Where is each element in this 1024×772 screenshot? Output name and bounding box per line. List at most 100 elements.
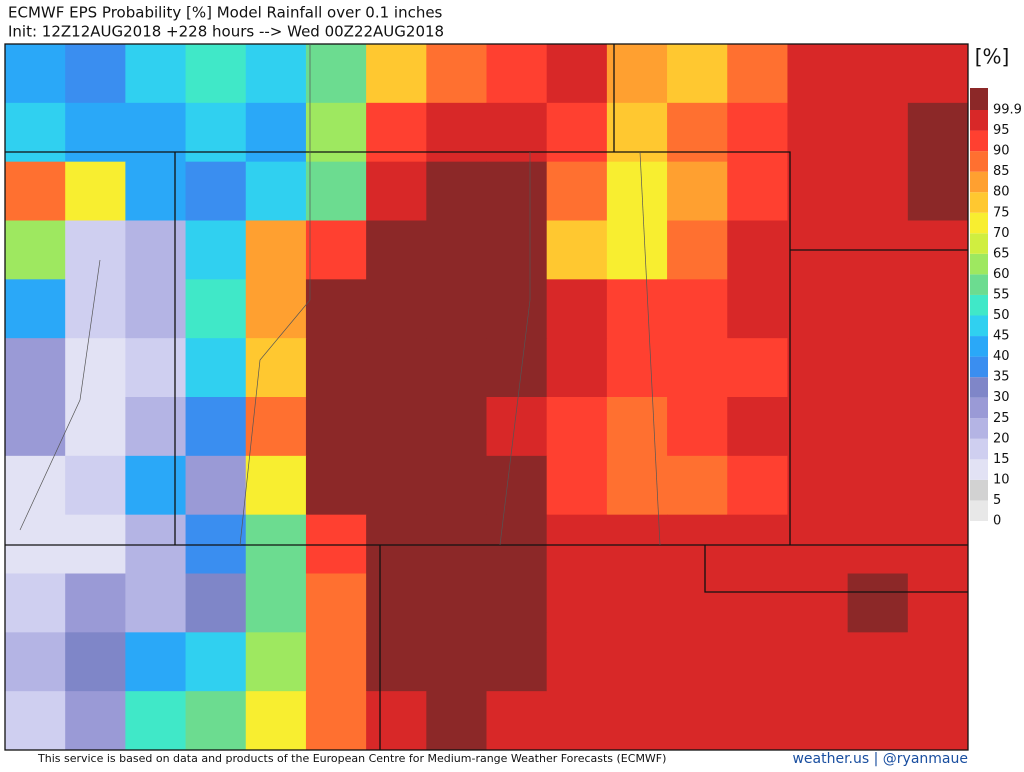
grid-cell xyxy=(125,632,187,692)
grid-cell xyxy=(65,44,126,104)
grid-cell xyxy=(847,161,909,221)
colorbar-segment xyxy=(970,212,988,234)
grid-cell xyxy=(5,161,66,221)
grid-cell xyxy=(787,455,849,516)
grid-cell xyxy=(426,514,487,574)
grid-cell xyxy=(667,220,728,280)
grid-cell xyxy=(366,397,427,457)
colorbar-tick-label: 20 xyxy=(993,431,1010,446)
grid-cell xyxy=(5,220,66,280)
colorbar-segment xyxy=(970,192,988,213)
grid-cell xyxy=(486,102,548,163)
grid-cell xyxy=(787,632,849,692)
grid-cell xyxy=(245,397,307,457)
grid-cell xyxy=(245,220,307,280)
colorbar-tick-label: 65 xyxy=(993,246,1010,261)
grid-cell xyxy=(366,161,427,221)
grid-cell xyxy=(125,455,187,516)
grid-cell xyxy=(667,573,728,633)
grid-cell xyxy=(787,338,849,398)
grid-cell xyxy=(366,632,427,692)
colorbar-segment xyxy=(970,479,988,501)
grid-cell xyxy=(847,573,909,633)
grid-cell xyxy=(847,397,909,457)
grid-cell xyxy=(305,161,367,221)
grid-cell xyxy=(65,573,126,633)
state-borders xyxy=(4,43,969,751)
grid-cell xyxy=(667,161,728,221)
colorbar-segment xyxy=(970,171,988,193)
grid-cell xyxy=(667,102,728,163)
colorbar-tick-label: 0 xyxy=(993,514,1001,529)
colorbar-segment xyxy=(970,294,988,316)
colorbar-tick-label: 50 xyxy=(993,308,1010,323)
grid-cell xyxy=(305,44,367,104)
grid-cell xyxy=(5,397,66,457)
grid-cell xyxy=(667,338,728,398)
grid-cell xyxy=(667,632,728,692)
grid-cell xyxy=(305,397,367,457)
grid-cell xyxy=(185,161,247,221)
grid-cell xyxy=(366,44,427,104)
grid-cell xyxy=(787,102,849,163)
grid-cell xyxy=(486,279,548,339)
grid-cell xyxy=(787,397,849,457)
grid-cell xyxy=(185,338,247,398)
colorbar-segment xyxy=(970,459,988,480)
grid-cell xyxy=(486,455,548,516)
grid-cell xyxy=(245,691,307,751)
grid-cell xyxy=(907,514,969,574)
grid-cell xyxy=(5,573,66,633)
colorbar-segment xyxy=(970,274,988,295)
grid-cell xyxy=(305,102,367,163)
grid-cell xyxy=(546,691,608,751)
colorbar-tick-label: 60 xyxy=(993,267,1010,282)
grid-cell xyxy=(366,691,427,751)
grid-cell xyxy=(125,691,187,751)
colorbar-segment xyxy=(970,356,988,378)
grid-cell xyxy=(546,455,608,516)
grid-cell xyxy=(546,338,608,398)
colorbar-tick-label: 70 xyxy=(993,226,1010,241)
grid-cell xyxy=(185,691,247,751)
grid-cell xyxy=(305,338,367,398)
grid-cell xyxy=(727,691,788,751)
grid-cell xyxy=(486,220,548,280)
grid-cell xyxy=(5,514,66,574)
grid-cell xyxy=(65,691,126,751)
grid-cell xyxy=(727,161,788,221)
colorbar-segment xyxy=(970,233,988,254)
grid-cell xyxy=(847,338,909,398)
grid-cell xyxy=(125,397,187,457)
grid-cell xyxy=(606,514,668,574)
grid-cell xyxy=(5,44,66,104)
colorbar-unit: [%] xyxy=(975,45,1010,69)
grid-cell xyxy=(847,44,909,104)
grid-cell xyxy=(486,514,548,574)
grid-cell xyxy=(65,397,126,457)
grid-cell xyxy=(245,573,307,633)
grid-cell xyxy=(847,632,909,692)
grid-cell xyxy=(727,279,788,339)
grid-cell xyxy=(847,102,909,163)
grid-cell xyxy=(667,44,728,104)
grid-cell xyxy=(667,691,728,751)
colorbar-tick-label: 35 xyxy=(993,370,1010,385)
grid-cell xyxy=(486,44,548,104)
grid-cell xyxy=(727,573,788,633)
grid-cell xyxy=(426,220,487,280)
grid-cell xyxy=(5,102,66,163)
grid-cell xyxy=(907,338,969,398)
grid-cell xyxy=(185,220,247,280)
grid-cell xyxy=(125,279,187,339)
colorbar-segment xyxy=(970,377,988,398)
grid-cell xyxy=(907,573,969,633)
grid-cell xyxy=(606,455,668,516)
grid-cell xyxy=(185,102,247,163)
colorbar-tick-label: 45 xyxy=(993,329,1010,344)
grid-cell xyxy=(727,397,788,457)
grid-cell xyxy=(426,691,487,751)
grid-cell xyxy=(426,279,487,339)
